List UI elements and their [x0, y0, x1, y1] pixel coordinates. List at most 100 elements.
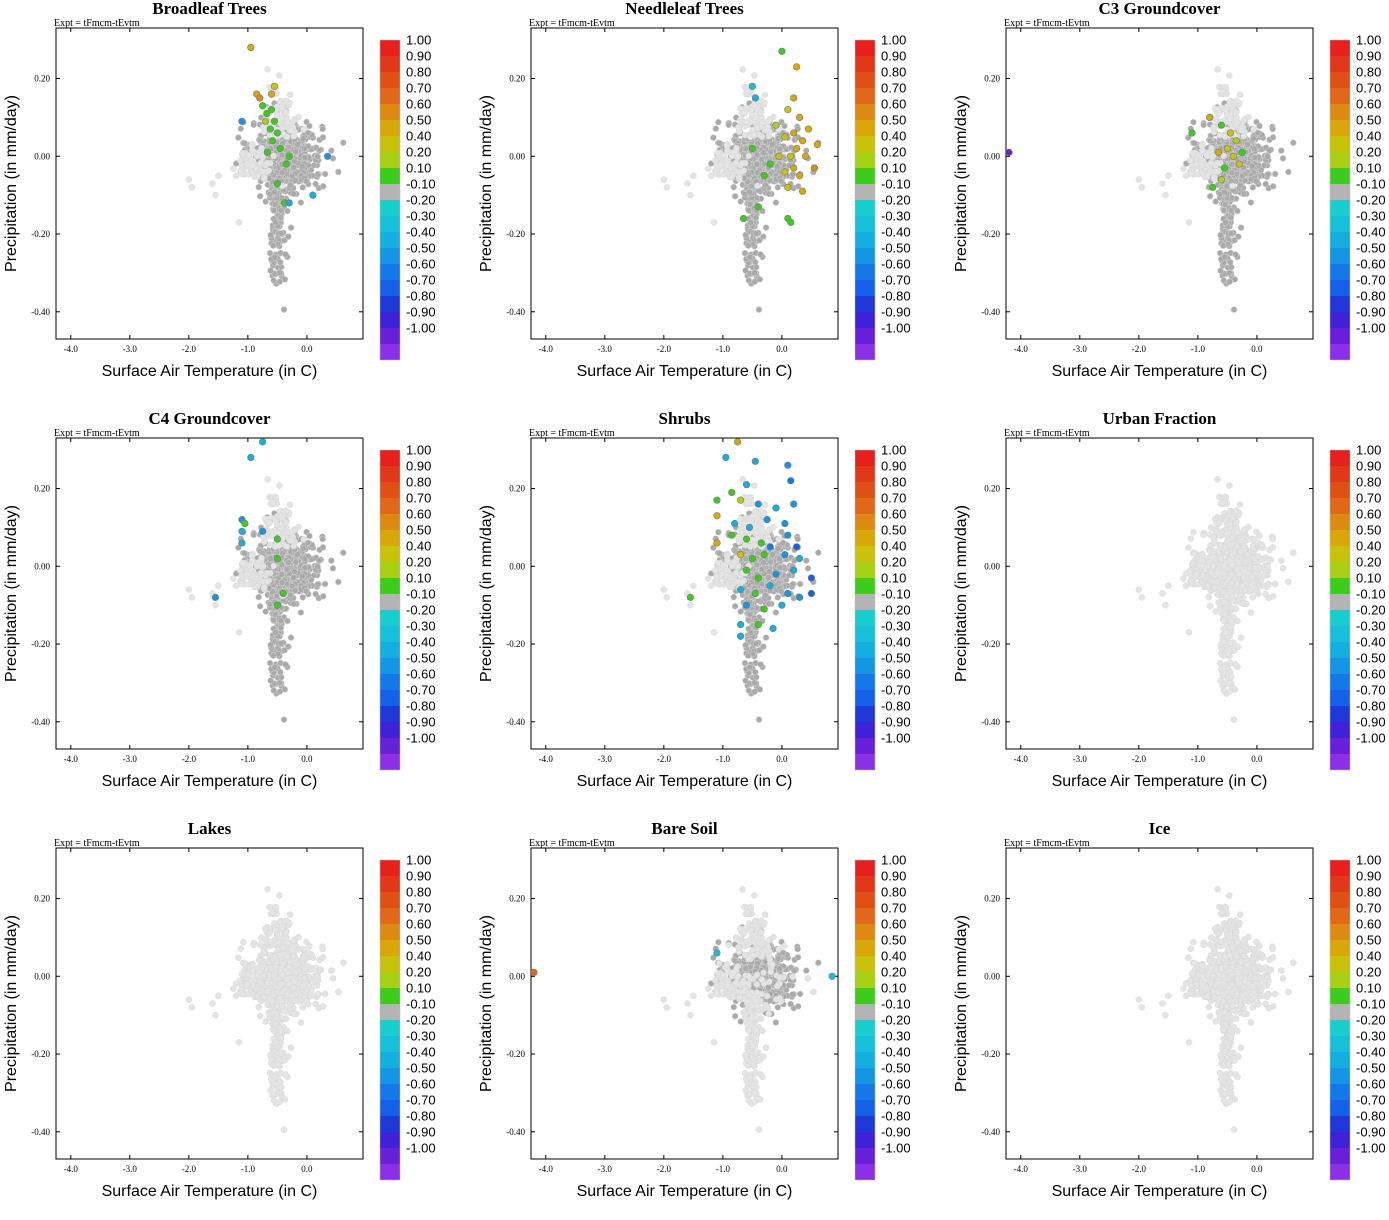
neutral-point [754, 152, 760, 158]
colorbar-label: -0.40 [881, 635, 911, 650]
neutral-point [273, 348, 279, 354]
colorbar-label: -0.50 [406, 241, 436, 256]
point-layer [1136, 476, 1296, 763]
highlight-point [271, 118, 278, 125]
highlight-point [1206, 114, 1213, 121]
y-tick-label: -0.20 [506, 229, 525, 239]
colorbar-swatch [855, 280, 875, 296]
y-tick-label: 0.00 [34, 151, 50, 161]
colorbar-swatch [380, 152, 400, 168]
background-point [715, 560, 721, 566]
neutral-point [748, 630, 754, 636]
colorbar-label: -0.60 [881, 667, 911, 682]
background-point [244, 571, 250, 577]
neutral-point [278, 618, 284, 624]
colorbar-label: -0.80 [406, 289, 436, 304]
colorbar-label: 0.80 [881, 475, 906, 490]
neutral-point [277, 259, 283, 265]
background-point [1229, 183, 1235, 189]
colorbar-swatch [855, 578, 875, 594]
background-point [664, 184, 670, 190]
highlight-point [808, 590, 815, 597]
background-point [1290, 550, 1296, 556]
background-point [215, 173, 221, 179]
neutral-point [1191, 140, 1197, 146]
highlight-point [274, 602, 281, 609]
highlight-point [1236, 161, 1243, 168]
highlight-point [782, 134, 789, 141]
highlight-point [755, 204, 762, 211]
highlight-point [770, 625, 777, 632]
background-point [254, 584, 260, 590]
background-point [1261, 572, 1267, 578]
background-point [724, 553, 730, 559]
background-point [745, 499, 751, 505]
background-point [1208, 160, 1214, 166]
neutral-point [335, 169, 341, 175]
neutral-point [279, 580, 285, 586]
highlight-point [1239, 149, 1246, 156]
highlight-point [785, 462, 792, 469]
highlight-point [796, 114, 803, 121]
background-point [237, 158, 243, 164]
y-tick-label: -0.20 [981, 229, 1000, 239]
highlight-point [790, 130, 797, 137]
colorbar-label: -0.30 [406, 619, 436, 634]
background-point [711, 219, 717, 225]
neutral-point [1217, 250, 1223, 256]
background-point [291, 133, 297, 139]
background-point [230, 576, 236, 582]
highlight-point [752, 458, 759, 465]
colorbar-swatch [855, 466, 875, 482]
neutral-point [1250, 184, 1256, 190]
colorbar-swatch [380, 312, 400, 328]
neutral-point [786, 572, 792, 578]
colorbar-label: 0.80 [406, 475, 431, 490]
neutral-point [311, 572, 317, 578]
colorbar-swatch [855, 546, 875, 562]
colorbar-label: 0.20 [1356, 145, 1381, 160]
highlight-point [1233, 137, 1240, 144]
neutral-point [320, 126, 326, 132]
colorbar-swatch [855, 482, 875, 498]
background-point [737, 516, 743, 522]
neutral-point [285, 560, 291, 566]
neutral-point [1222, 254, 1228, 260]
colorbar-label: -0.10 [406, 587, 436, 602]
colorbar-label: -0.50 [881, 651, 911, 666]
neutral-point [235, 135, 241, 141]
expt-label: Expt = tFmcm-tEvtm [54, 18, 140, 29]
highlight-point [761, 606, 768, 613]
colorbar-label: 0.90 [406, 459, 431, 474]
background-point [283, 109, 289, 115]
colorbar-swatch [855, 120, 875, 136]
background-point [766, 528, 772, 534]
highlight-point [274, 130, 281, 137]
background-point [1237, 92, 1243, 98]
colorbar-label: -0.80 [881, 699, 911, 714]
colorbar-label: -0.80 [881, 289, 911, 304]
background-point [233, 173, 239, 179]
background-point [721, 562, 727, 568]
neutral-point [283, 661, 289, 667]
neutral-point [295, 141, 301, 147]
colorbar-label: 0.70 [406, 81, 431, 96]
colorbar-label: -0.20 [406, 193, 436, 208]
highlight-point [248, 454, 255, 461]
colorbar-swatch [1330, 136, 1350, 152]
x-tick-label: -4.0 [539, 754, 554, 764]
highlight-point [248, 44, 255, 51]
highlight-point [743, 536, 750, 543]
colorbar-swatch [855, 216, 875, 232]
neutral-point [285, 234, 291, 240]
highlight-point [239, 540, 246, 547]
background-point [729, 174, 735, 180]
highlight-point [779, 48, 786, 55]
neutral-point [1270, 134, 1276, 140]
neutral-point [267, 660, 273, 666]
colorbar-label: -0.10 [881, 587, 911, 602]
colorbar-swatch [855, 610, 875, 626]
colorbar-label: 0.70 [406, 491, 431, 506]
colorbar-swatch [380, 328, 400, 344]
